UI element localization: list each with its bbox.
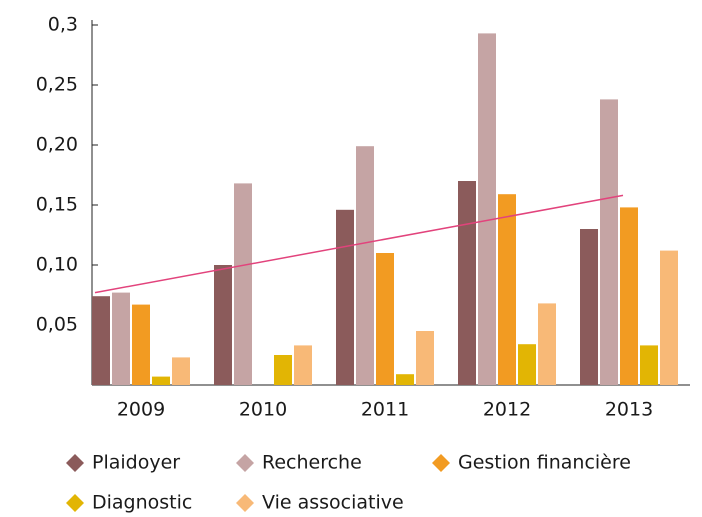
- bar: [538, 303, 556, 385]
- bar: [234, 183, 252, 385]
- y-tick-label: 0,3: [48, 14, 78, 36]
- y-tick-label: 0,15: [36, 194, 78, 216]
- bar: [396, 374, 414, 385]
- bar: [132, 304, 150, 385]
- bar: [518, 344, 536, 385]
- legend-marker: [66, 454, 84, 472]
- bar: [336, 209, 354, 385]
- legend-marker: [66, 494, 84, 512]
- legend-label: Diagnostic: [92, 492, 192, 514]
- bar: [376, 253, 394, 385]
- legend-marker: [236, 494, 254, 512]
- bar: [356, 146, 374, 385]
- bar: [660, 250, 678, 385]
- bar: [640, 345, 658, 385]
- bar: [478, 33, 496, 386]
- bar: [600, 99, 618, 386]
- legend-marker: [432, 454, 450, 472]
- y-tick-label: 0,25: [36, 74, 78, 96]
- bar: [580, 229, 598, 385]
- x-tick-label: 2012: [483, 399, 531, 421]
- x-tick-label: 2010: [239, 399, 287, 421]
- y-tick-label: 0,20: [36, 134, 78, 156]
- bar: [620, 207, 638, 385]
- x-tick-label: 2009: [117, 399, 165, 421]
- x-tick-label: 2011: [361, 399, 409, 421]
- bar: [498, 194, 516, 385]
- legend-label: Gestion financière: [458, 452, 631, 474]
- legend-label: Vie associative: [262, 492, 404, 514]
- x-tick-label: 2013: [605, 399, 653, 421]
- trend-line: [94, 194, 624, 294]
- legend-label: Recherche: [262, 452, 362, 474]
- bar: [294, 345, 312, 385]
- bar: [274, 355, 292, 385]
- legend-marker: [236, 454, 254, 472]
- y-tick-label: 0,10: [36, 254, 78, 276]
- bar: [152, 376, 170, 385]
- bar: [172, 357, 190, 385]
- bar: [214, 265, 232, 385]
- bar: [458, 181, 476, 385]
- bar: [112, 292, 130, 385]
- legend-label: Plaidoyer: [92, 452, 180, 474]
- bar: [92, 296, 110, 385]
- y-tick-label: 0,05: [36, 314, 78, 336]
- bar: [416, 331, 434, 385]
